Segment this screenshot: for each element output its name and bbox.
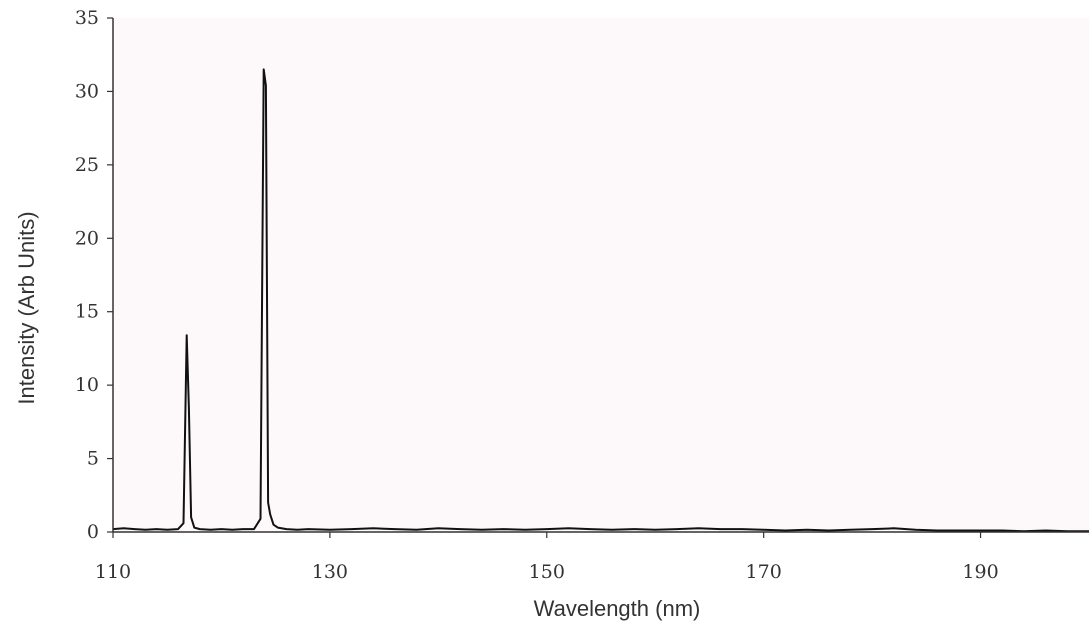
plot-area	[113, 18, 1089, 532]
y-tick-label: 10	[75, 374, 99, 396]
y-tick-label: 0	[87, 521, 99, 543]
y-tick-label: 15	[75, 301, 99, 323]
y-tick-label: 30	[75, 80, 99, 102]
y-tick-label: 20	[75, 227, 99, 249]
y-tick-label: 35	[75, 7, 99, 29]
y-tick-label: 25	[75, 154, 99, 176]
x-tick-label: 190	[962, 561, 998, 583]
y-ticks: 0 5 10 15 20 25 30 35	[75, 7, 113, 543]
x-ticks: 110 130 150 170 190	[95, 532, 999, 583]
series-layer	[112, 68, 1089, 533]
y-tick-label: 5	[87, 448, 99, 470]
y-axis-title: Intensity (Arb Units)	[14, 211, 39, 404]
series-line	[112, 68, 1089, 533]
x-tick-label: 110	[95, 561, 131, 583]
x-axis-title: Wavelength (nm)	[534, 596, 701, 621]
x-tick-label: 150	[529, 561, 565, 583]
x-tick-label: 170	[746, 561, 782, 583]
x-tick-label: 130	[312, 561, 348, 583]
